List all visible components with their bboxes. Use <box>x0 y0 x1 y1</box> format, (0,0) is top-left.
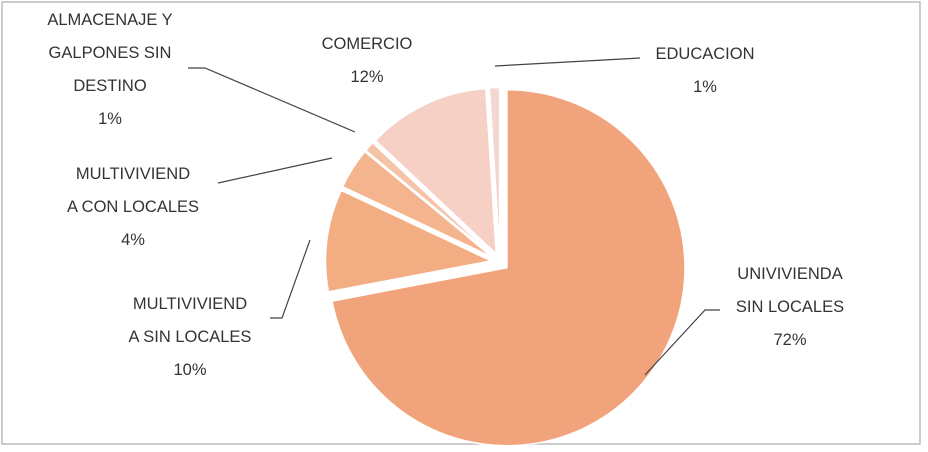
percent-label: 12% <box>350 68 384 86</box>
pie-slice <box>488 86 501 254</box>
leader-line <box>494 57 641 67</box>
category-label: UNIVIVIENDA SIN LOCALES <box>735 265 845 316</box>
category-label: EDUCACION <box>655 45 755 63</box>
category-label: ALMACENAJE Y GALPONES SIN DESTINO <box>47 11 173 95</box>
percent-label: 4% <box>121 231 145 249</box>
pie-slice <box>364 141 494 257</box>
slices <box>324 86 686 447</box>
percent-label: 1% <box>693 78 717 96</box>
slice-label: MULTIVIVIEND A CON LOCALES 4% <box>67 158 199 257</box>
pie-slice <box>341 150 493 258</box>
leader-lines <box>188 57 720 376</box>
leader-line <box>644 309 720 376</box>
percent-label: 10% <box>173 361 207 379</box>
category-label: MULTIVIVIEND A CON LOCALES <box>66 165 200 216</box>
slice-label: UNIVIVIENDA SIN LOCALES 72% <box>736 258 844 357</box>
pie-slice <box>324 189 494 293</box>
percent-label: 1% <box>98 110 122 128</box>
leader-line <box>270 239 311 319</box>
category-label: MULTIVIVIEND A SIN LOCALES <box>128 295 252 346</box>
slice-label: EDUCACION 1% <box>655 38 754 104</box>
leader-line <box>188 67 356 133</box>
pie-slice <box>331 88 686 447</box>
leader-line <box>217 157 333 184</box>
slice-label: MULTIVIVIEND A SIN LOCALES 10% <box>129 288 252 387</box>
category-label: COMERCIO <box>321 35 413 53</box>
pie-slice <box>374 87 498 256</box>
slice-label: ALMACENAJE Y GALPONES SIN DESTINO 1% <box>47 4 172 136</box>
chart-border <box>1 1 921 445</box>
slice-label: COMERCIO 12% <box>322 28 413 94</box>
percent-label: 72% <box>773 331 807 349</box>
